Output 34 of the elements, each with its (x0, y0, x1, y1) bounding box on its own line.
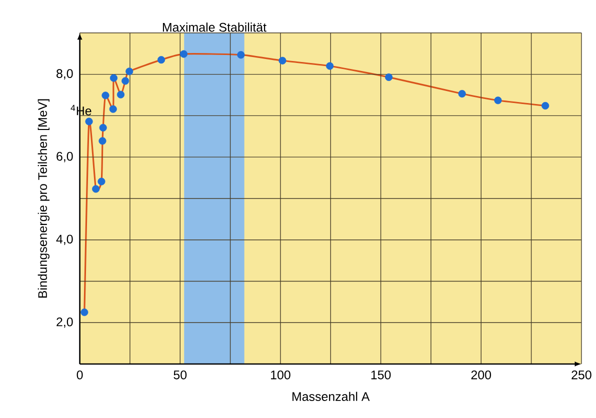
point (458, 90, 466, 98)
point (116, 90, 125, 98)
x-tick-label: 200 (471, 370, 492, 380)
x-tick-label: 100 (271, 370, 290, 380)
point (278, 56, 286, 64)
y-tick-label: 4,0 (56, 234, 73, 246)
band-label: Maximale Stabilität (162, 22, 266, 32)
point (494, 96, 502, 104)
point (542, 102, 550, 110)
point (180, 50, 188, 58)
point (99, 124, 107, 132)
x-tick-label: 250 (572, 370, 592, 380)
y-tick-label: 8,0 (56, 69, 73, 80)
x-tick-label: 50 (174, 370, 187, 380)
point (85, 118, 93, 126)
point (122, 77, 130, 85)
x-tick-label: 150 (371, 370, 391, 380)
point (109, 105, 117, 113)
y-tick-label: 2,0 (56, 318, 73, 328)
point (126, 68, 134, 76)
x-axis-title: Massenzahl A (292, 392, 370, 402)
point (385, 73, 393, 82)
y-axis-title: Bindungsenergie pro Teilchen [MeV] (38, 99, 50, 298)
point (237, 51, 245, 59)
point (110, 74, 118, 82)
point (102, 92, 110, 100)
point (326, 62, 334, 70)
y-tick-label: 6,0 (56, 152, 73, 162)
point (80, 308, 88, 316)
x-tick-label: 0 (76, 370, 83, 380)
point (98, 178, 106, 186)
point (92, 185, 100, 193)
point (157, 56, 166, 64)
point (98, 137, 106, 145)
